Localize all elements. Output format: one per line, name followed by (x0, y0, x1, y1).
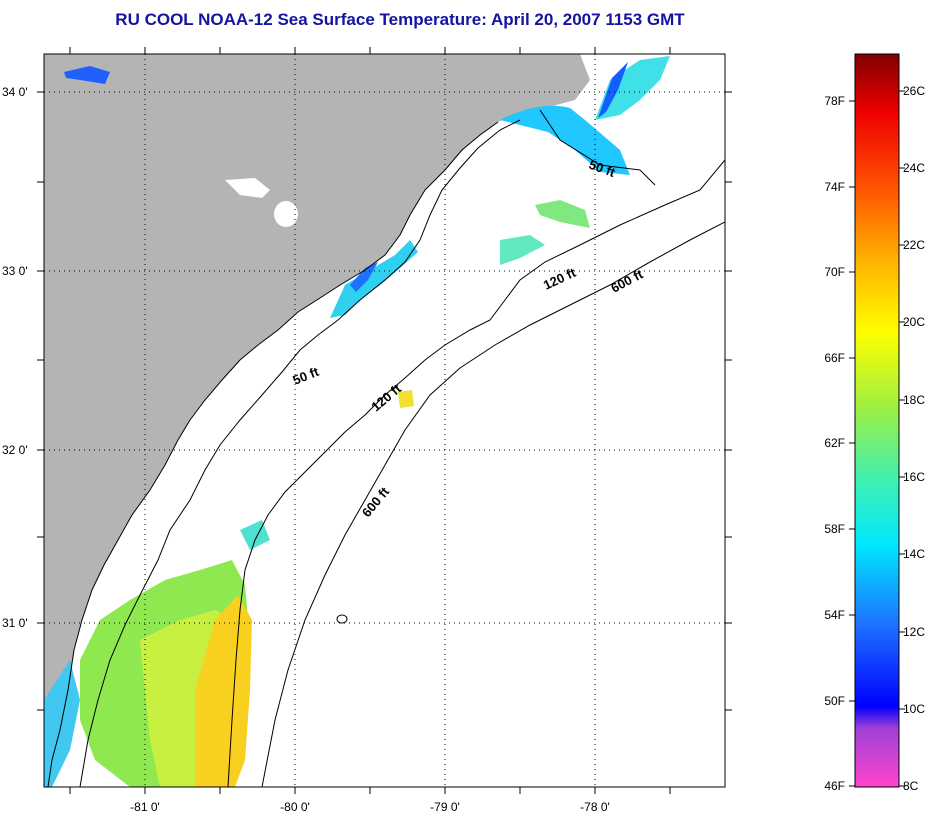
isobath-50ft (79, 109, 656, 787)
colorbar-f-label: 46F (824, 779, 845, 793)
colorbar-f-label: 74F (824, 180, 845, 194)
lon-tick-label: -79 0' (430, 800, 460, 814)
colorbar-c-label: 16C (903, 470, 925, 484)
graticule (44, 54, 725, 787)
isobath-120ft (227, 159, 725, 787)
lon-tick-label: -81 0' (130, 800, 160, 814)
colorbar-c-label: 22C (903, 238, 925, 252)
colorbar-f-label: 62F (824, 436, 845, 450)
lon-tick-label: -78 0' (580, 800, 610, 814)
colorbar-f-label: 78F (824, 94, 845, 108)
coastline (47, 121, 499, 787)
land-area (44, 54, 590, 787)
colorbar-f-label: 58F (824, 522, 845, 536)
sst-patches (44, 56, 670, 787)
lat-tick-label: 34 0' (2, 85, 28, 99)
colorbar-f-label: 70F (824, 265, 845, 279)
colorbar-c-label: 26C (903, 84, 925, 98)
isobath-600ft (261, 221, 725, 787)
colorbar (854, 53, 900, 788)
colorbar-c-label: 18C (903, 393, 925, 407)
axis-ticks (37, 47, 732, 794)
map-frame (43, 53, 726, 788)
colorbar-ticks (849, 90, 905, 787)
lon-tick-label: -80 0' (280, 800, 310, 814)
colorbar-c-label: 14C (903, 547, 925, 561)
colorbar-f-label: 66F (824, 351, 845, 365)
lat-tick-label: 33 0' (2, 264, 28, 278)
lat-tick-label: 31 0' (2, 616, 28, 630)
colorbar-f-label: 54F (824, 608, 845, 622)
colorbar-c-label: 12C (903, 625, 925, 639)
colorbar-c-label: 8C (903, 779, 919, 793)
colorbar-c-label: 10C (903, 702, 925, 716)
map-title: RU COOL NOAA-12 Sea Surface Temperature:… (115, 10, 685, 29)
colorbar-f-label: 50F (824, 694, 845, 708)
colorbar-c-label: 24C (903, 161, 925, 175)
lat-tick-label: 32 0' (2, 443, 28, 457)
colorbar-c-label: 20C (903, 315, 925, 329)
